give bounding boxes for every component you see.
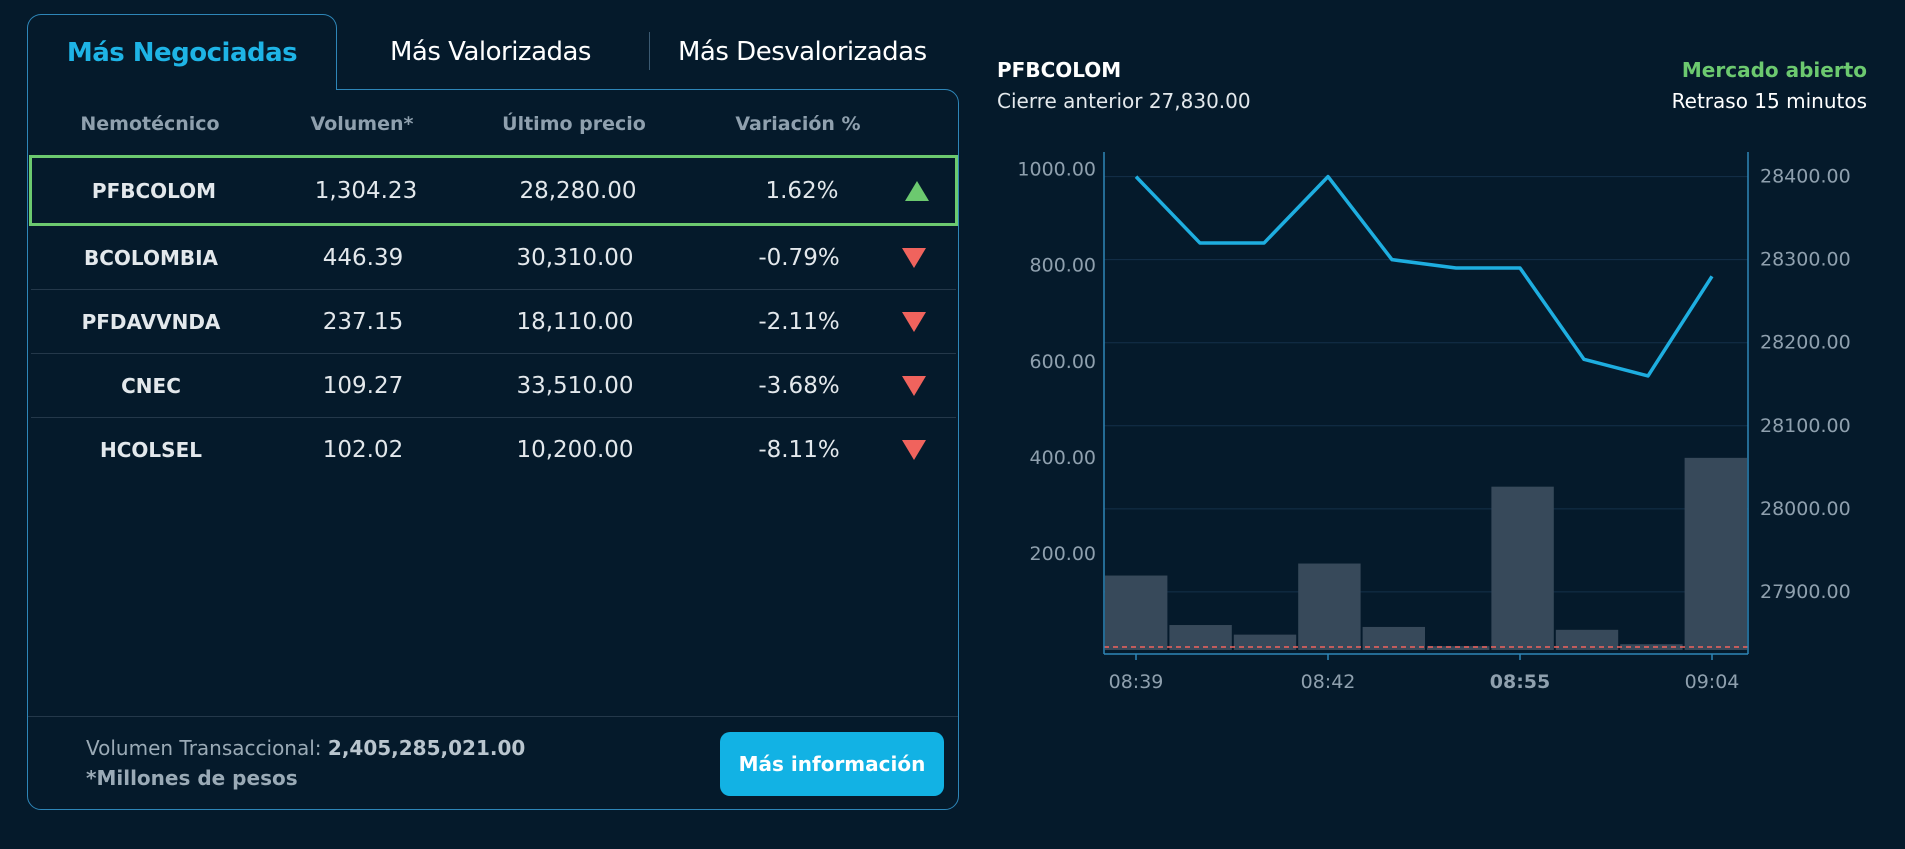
column-header-symbol: Nemotécnico: [80, 113, 220, 135]
volume-bar: [1298, 563, 1361, 650]
table-row[interactable]: CNEC 109.27 33,510.00 -3.68%: [31, 354, 956, 418]
price-volume-chart: 27900.00 28000.00 28100.00 28200.00 28300.00…: [1017, 152, 1851, 693]
volume-bar: [1555, 629, 1619, 650]
column-header-price: Último precio: [502, 113, 646, 135]
volume-bar: [1684, 457, 1747, 650]
y-right-tick-label: 28100.00: [1760, 415, 1851, 437]
tab-mas-desvalorizadas[interactable]: Más Desvalorizadas: [678, 37, 927, 67]
y-left-tick-label: 800.00: [1030, 255, 1096, 277]
table-row[interactable]: PFDAVVNDA 237.15 18,110.00 -2.11%: [31, 290, 956, 354]
volume-bar: [1620, 644, 1683, 650]
volume-bar: [1233, 634, 1297, 650]
row-volume: 237.15: [322, 309, 404, 335]
table-row[interactable]: BCOLOMBIA 446.39 30,310.00 -0.79%: [31, 226, 956, 290]
x-tick-label: 09:04: [1685, 671, 1740, 693]
transaction-volume-label: Volumen Transaccional:: [86, 736, 322, 760]
y-right-tick-label: 28300.00: [1760, 249, 1851, 271]
row-symbol: CNEC: [121, 374, 181, 398]
arrow-down-icon: [902, 376, 926, 396]
delay-notice: Retraso 15 minutos: [1671, 89, 1867, 113]
row-price: 30,310.00: [516, 245, 634, 271]
row-price: 10,200.00: [516, 437, 634, 463]
y-left-tick-label: 1000.00: [1017, 159, 1096, 181]
more-info-button[interactable]: Más información: [720, 732, 944, 796]
tab-mas-negociadas[interactable]: Más Negociadas: [27, 14, 337, 90]
row-volume: 1,304.23: [314, 177, 418, 204]
y-left-tick-label: 600.00: [1030, 351, 1096, 373]
volume-bar: [1362, 626, 1425, 650]
row-volume: 109.27: [322, 373, 404, 399]
arrow-down-icon: [902, 312, 926, 332]
transaction-volume: Volumen Transaccional: 2,405,285,021.00: [86, 736, 525, 760]
table-row[interactable]: HCOLSEL 102.02 10,200.00 -8.11%: [31, 418, 956, 482]
row-volume: 102.02: [322, 437, 404, 463]
detail-symbol: PFBCOLOM: [997, 58, 1122, 82]
volume-bar: [1169, 625, 1232, 650]
volume-bar: [1105, 575, 1168, 650]
arrow-down-icon: [902, 248, 926, 268]
row-divider: [31, 289, 956, 290]
column-header-volume: Volumen*: [310, 113, 414, 135]
y-right-tick-label: 28400.00: [1760, 166, 1851, 188]
row-symbol: PFDAVVNDA: [81, 310, 221, 334]
units-note: *Millones de pesos: [86, 766, 298, 790]
row-symbol: PFBCOLOM: [91, 178, 217, 203]
x-tick-label: 08:42: [1301, 671, 1356, 693]
y-right-tick-label: 28000.00: [1760, 498, 1851, 520]
y-left-tick-label: 400.00: [1030, 447, 1096, 469]
column-header-change: Variación %: [735, 113, 861, 135]
tab-divider: [649, 32, 650, 70]
row-change: -2.11%: [758, 309, 840, 335]
volume-bar: [1491, 486, 1554, 650]
previous-close: Cierre anterior 27,830.00: [997, 89, 1251, 113]
volume-bar: [1427, 646, 1490, 650]
row-symbol: BCOLOMBIA: [83, 246, 219, 270]
price-line: [1134, 174, 1714, 378]
arrow-down-icon: [902, 440, 926, 460]
y-right-tick-label: 28200.00: [1760, 332, 1851, 354]
row-change: -8.11%: [758, 437, 840, 463]
row-change: -3.68%: [758, 373, 840, 399]
row-volume: 446.39: [322, 245, 404, 271]
market-status: Mercado abierto: [1681, 58, 1867, 82]
table-row-selected[interactable]: PFBCOLOM 1,304.23 28,280.00 1.62%: [29, 155, 958, 226]
row-change: -0.79%: [758, 245, 840, 271]
row-divider: [31, 353, 956, 354]
row-price: 18,110.00: [516, 309, 634, 335]
footer-divider: [28, 716, 958, 717]
row-symbol: HCOLSEL: [100, 438, 202, 462]
row-change: 1.62%: [765, 177, 839, 204]
row-price: 33,510.00: [516, 373, 634, 399]
arrow-up-icon: [905, 181, 929, 201]
row-price: 28,280.00: [519, 177, 637, 204]
y-left-tick-label: 200.00: [1030, 543, 1096, 565]
x-tick-label: 08:55: [1490, 671, 1550, 693]
ranking-panel: [27, 89, 959, 810]
row-divider: [31, 417, 956, 418]
x-tick-label: 08:39: [1109, 671, 1164, 693]
transaction-volume-value: 2,405,285,021.00: [327, 736, 526, 760]
tab-mas-valorizadas[interactable]: Más Valorizadas: [390, 37, 591, 67]
y-right-tick-label: 27900.00: [1760, 581, 1851, 603]
